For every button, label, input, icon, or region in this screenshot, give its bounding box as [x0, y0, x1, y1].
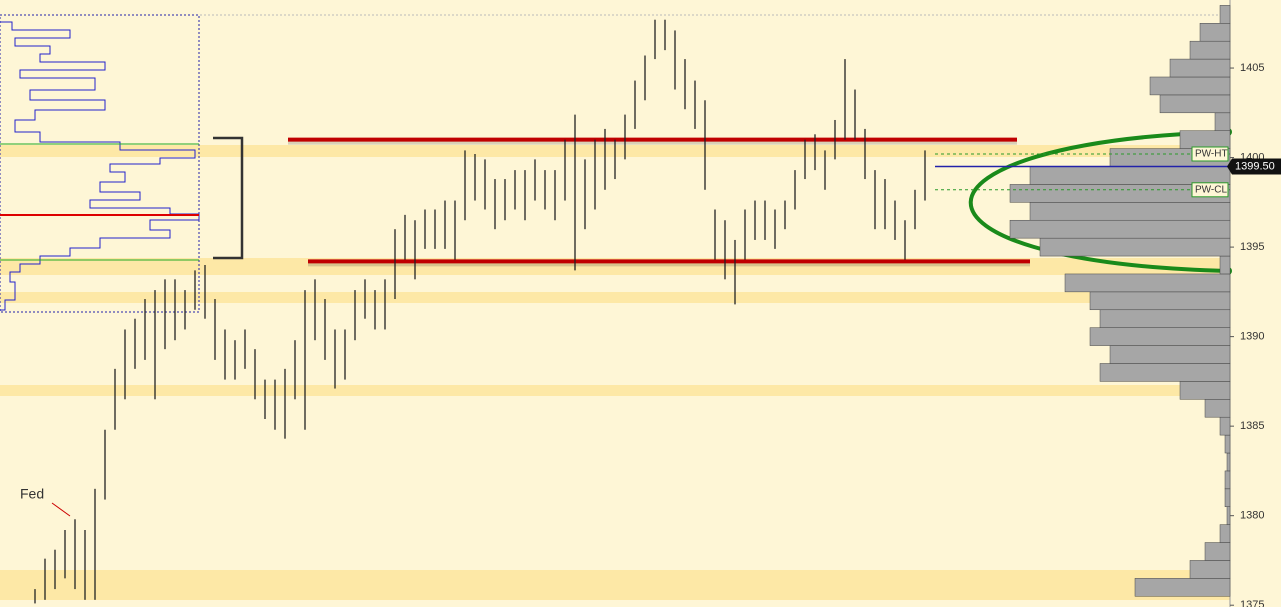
volume-bar	[1179, 130, 1231, 149]
y-tick-label: 1375	[1240, 599, 1264, 607]
last-price-label: 1399.50	[1235, 160, 1275, 172]
level-box	[1191, 146, 1229, 162]
volume-bar	[1064, 273, 1231, 293]
background-bands	[0, 145, 1230, 600]
volume-bar	[1009, 219, 1231, 239]
composite-profile	[0, 14, 200, 313]
volume-bar	[1134, 578, 1231, 597]
volume-bar	[1189, 560, 1231, 579]
volume-bar	[1089, 327, 1231, 346]
volume-bar	[1089, 291, 1231, 311]
volume-bar	[1189, 40, 1231, 60]
volume-bar	[1039, 237, 1231, 257]
volume-bar	[1226, 452, 1231, 472]
last-price-box	[1227, 158, 1281, 175]
volume-bar	[1219, 524, 1231, 543]
volume-bar	[1204, 399, 1231, 418]
band	[0, 385, 1230, 396]
volume-bar	[1149, 76, 1231, 96]
volume-bar	[1219, 5, 1231, 24]
volume-bar	[1159, 94, 1231, 114]
volume-bar	[1224, 470, 1231, 490]
annotation: Fed	[20, 486, 44, 502]
volume-bar	[1099, 309, 1231, 328]
volume-bar	[1204, 542, 1231, 561]
y-tick-label: 1390	[1240, 331, 1264, 343]
level-label: PW-HT	[1195, 149, 1228, 160]
level-label: PW-CL	[1195, 184, 1227, 195]
volume-bar	[1029, 166, 1231, 185]
band	[0, 570, 1230, 600]
volume-bar	[1219, 416, 1231, 436]
volume-bar	[1224, 488, 1231, 507]
volume-bar	[1214, 112, 1231, 131]
y-tick-label: 1385	[1240, 420, 1264, 432]
volume-bar	[1224, 434, 1231, 454]
volume-bar	[1179, 381, 1231, 400]
y-tick-label: 1405	[1240, 62, 1264, 74]
volume-bar	[1169, 58, 1231, 78]
volume-bar	[1099, 363, 1231, 382]
fed-arrow	[51, 502, 71, 517]
volume-bar	[1109, 345, 1231, 364]
volume-bar	[1029, 202, 1231, 221]
bracket	[213, 136, 244, 260]
level-box	[1191, 182, 1229, 198]
band	[0, 292, 1230, 303]
ellipse-annotation	[968, 130, 1229, 273]
y-tick-label: 1395	[1240, 241, 1264, 253]
volume-bar	[1199, 23, 1231, 42]
volume-bar	[1226, 506, 1231, 525]
y-tick-label: 1380	[1240, 510, 1264, 522]
volume-bar	[1219, 255, 1231, 275]
